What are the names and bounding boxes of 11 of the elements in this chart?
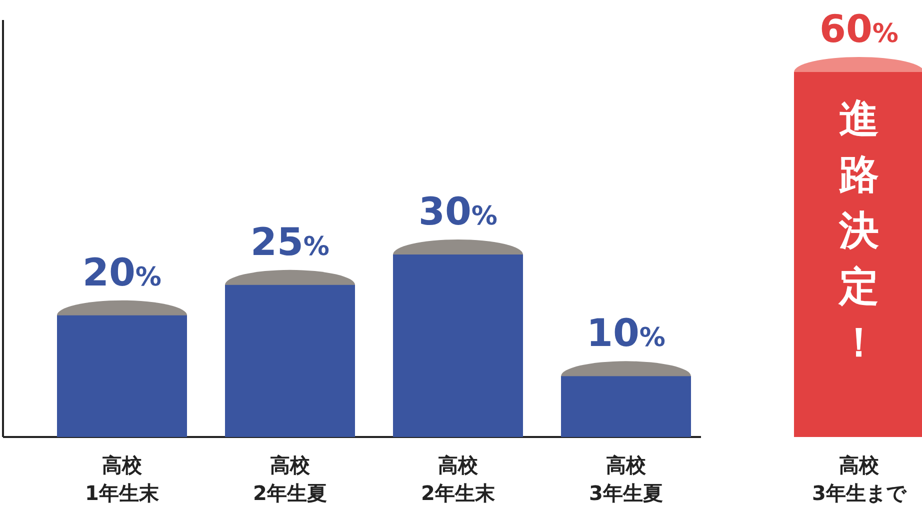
annotation: 進路決定！ (838, 96, 879, 366)
data-label: 25% (250, 220, 330, 264)
x-tick-label: 高校 3年生まで (812, 453, 907, 505)
data-label: 60% (820, 7, 898, 51)
x-tick-label: 高校 3年生夏 (589, 453, 663, 505)
x-tick-label: 高校 2年生末 (421, 453, 496, 505)
x-tick-label: 高校 1年生末 (85, 453, 160, 505)
x-tick-label: 高校 2年生夏 (253, 453, 327, 505)
data-label: 30% (418, 190, 498, 234)
data-label: 10% (586, 311, 666, 356)
data-label: 20% (82, 250, 162, 294)
